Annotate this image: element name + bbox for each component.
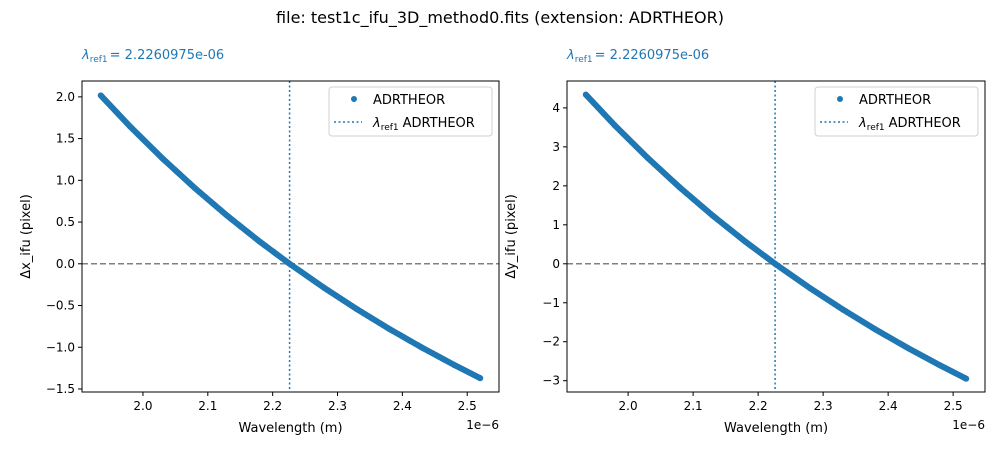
data-point	[126, 123, 133, 130]
legend-label-text: ADRTHEOR	[889, 116, 961, 131]
data-point	[582, 91, 589, 98]
y-tick-label: 4	[552, 101, 560, 115]
data-series-adrtheor	[97, 92, 484, 382]
legend-box	[328, 86, 493, 137]
data-point	[644, 154, 651, 161]
y-tick-label: −3	[542, 374, 560, 388]
legend-marker-icon	[351, 96, 357, 102]
x-tick-label: 2.1	[684, 399, 703, 413]
data-point	[937, 362, 944, 369]
data-point	[386, 325, 393, 332]
legend: ADRTHEOR λref1 ADRTHEOR	[328, 86, 493, 137]
x-tick-label: 2.5	[944, 399, 963, 413]
x-offset-label: 1e−6	[952, 418, 985, 432]
data-point	[772, 260, 779, 267]
y-tick-label: 1.5	[56, 132, 75, 146]
data-point	[904, 344, 911, 351]
y-tick-label: 1.0	[56, 173, 75, 187]
x-tick-label: 2.2	[749, 399, 768, 413]
ref-wavelength-annotation: λref1 = 2.2260975e-06	[566, 48, 709, 65]
lambda-symbol: λ	[858, 116, 867, 131]
x-axis-label: Wavelength (m)	[238, 421, 342, 436]
y-tick-label: −2	[542, 335, 560, 349]
subplot-dy: λref1 = 2.2260975e-062.0 2.1 2.2 2.3 2.4 2.5−3…	[504, 48, 986, 436]
y-tick-label: 3	[552, 140, 560, 154]
data-point	[677, 184, 684, 191]
x-axis-label: Wavelength (m)	[724, 421, 828, 436]
y-tick-label: −1	[542, 296, 560, 310]
legend-label: ADRTHEOR	[859, 93, 931, 108]
y-axis-label: Δy_ifu (pixel)	[504, 194, 519, 279]
data-point	[742, 238, 749, 245]
data-point	[612, 122, 619, 129]
legend-label: λref1 ADRTHEOR	[858, 116, 961, 133]
data-point	[321, 285, 328, 292]
data-point	[191, 185, 198, 192]
lambda-subscript: ref1	[381, 123, 399, 133]
legend: ADRTHEOR λref1 ADRTHEOR	[814, 86, 979, 137]
lambda-subscript: ref1	[575, 55, 593, 65]
lambda-symbol: λ	[81, 48, 90, 63]
data-point	[872, 326, 879, 333]
figure-title: file: test1c_ifu_3D_method0.fits (extens…	[276, 8, 724, 28]
data-point	[709, 212, 716, 219]
data-point	[807, 285, 814, 292]
y-tick-label: 2.0	[56, 90, 75, 104]
y-axis-label: Δx_ifu (pixel)	[19, 194, 34, 279]
x-tick-label: 2.4	[879, 399, 898, 413]
data-point	[451, 361, 458, 368]
annotation-value: = 2.2260975e-06	[110, 48, 225, 63]
y-tick-label: 0	[552, 257, 560, 271]
y-tick-label: 0.0	[56, 257, 75, 271]
x-tick-label: 2.3	[814, 399, 833, 413]
data-point	[418, 344, 425, 351]
x-tick-label: 2.5	[458, 399, 477, 413]
x-tick-label: 2.0	[133, 399, 152, 413]
data-point	[159, 155, 166, 162]
data-point	[353, 306, 360, 313]
legend-marker-icon	[837, 96, 843, 102]
data-point	[97, 92, 104, 99]
data-series-adrtheor	[582, 91, 970, 382]
subplot-dx: λref1 = 2.2260975e-062.0 2.1 2.2 2.3 2.4 2.5−1…	[19, 48, 500, 436]
data-point	[286, 260, 293, 267]
legend-box	[814, 86, 979, 137]
x-tick-label: 2.1	[198, 399, 217, 413]
lambda-subscript: ref1	[867, 123, 885, 133]
y-tick-label: −0.5	[46, 299, 75, 313]
lambda-symbol: λ	[372, 116, 381, 131]
legend-label: λref1 ADRTHEOR	[372, 116, 475, 133]
axes-frame	[81, 80, 500, 393]
lambda-subscript: ref1	[90, 55, 108, 65]
legend-label-text: ADRTHEOR	[403, 116, 475, 131]
y-tick-label: 0.5	[56, 215, 75, 229]
y-tick-label: −1.5	[46, 382, 75, 396]
data-point	[256, 238, 263, 245]
axes-frame	[566, 80, 986, 393]
data-point	[477, 375, 484, 382]
x-offset-label: 1e−6	[466, 418, 499, 432]
x-tick-label: 2.0	[619, 399, 638, 413]
x-tick-label: 2.2	[263, 399, 282, 413]
legend-label: ADRTHEOR	[373, 93, 445, 108]
x-tick-label: 2.4	[393, 399, 412, 413]
y-tick-label: 1	[552, 218, 560, 232]
lambda-symbol: λ	[566, 48, 575, 63]
data-point	[224, 212, 231, 219]
annotation-value: = 2.2260975e-06	[595, 48, 710, 63]
y-tick-label: −1.0	[46, 340, 75, 354]
x-tick-label: 2.3	[328, 399, 347, 413]
ref-wavelength-annotation: λref1 = 2.2260975e-06	[81, 48, 224, 65]
y-tick-label: 2	[552, 179, 560, 193]
data-point	[839, 306, 846, 313]
data-point	[963, 375, 970, 382]
